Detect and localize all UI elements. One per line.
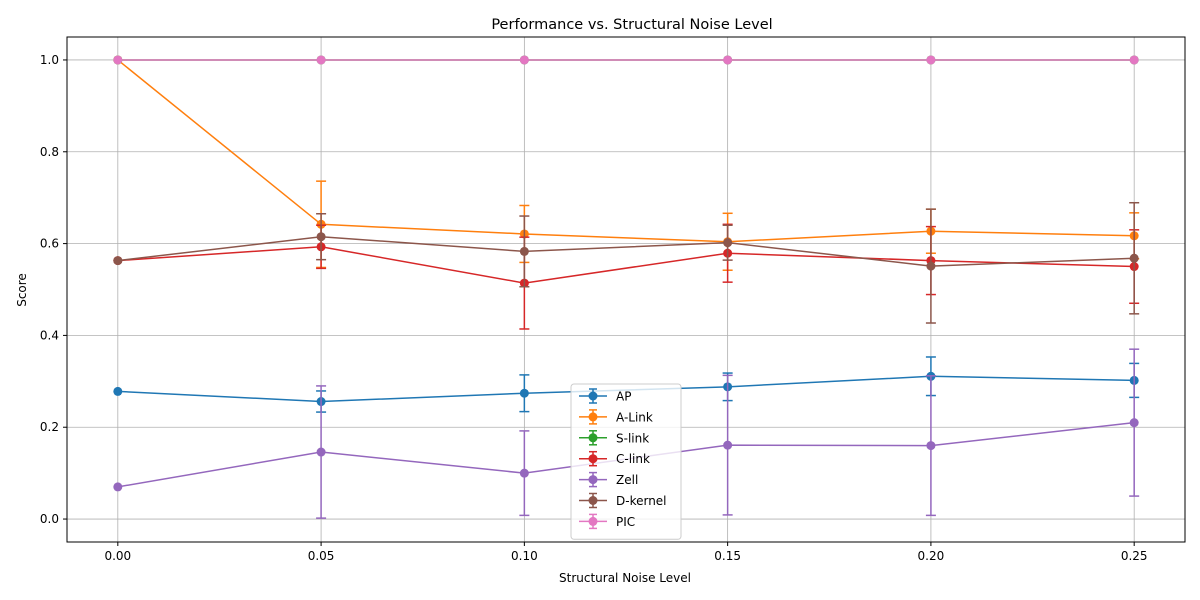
legend-label: PIC xyxy=(616,515,635,529)
legend-item: Zell xyxy=(579,471,638,488)
data-point xyxy=(519,468,529,478)
chart-title: Performance vs. Structural Noise Level xyxy=(491,17,772,33)
legend: AP A-Link S-link C-link Zell D-kernel PIC xyxy=(570,383,682,540)
data-point xyxy=(723,440,733,450)
data-point xyxy=(926,55,936,65)
x-tick-label: 0.25 xyxy=(1121,549,1148,563)
plot-frame xyxy=(66,36,1186,543)
y-tick-label: 0.2 xyxy=(40,420,59,434)
series-c-link xyxy=(113,223,1140,330)
data-point xyxy=(316,55,326,65)
legend-marker xyxy=(588,433,598,443)
legend-label: D-kernel xyxy=(616,494,667,508)
y-tick-label: 1.0 xyxy=(40,53,59,67)
legend-label: Zell xyxy=(616,473,638,487)
data-point xyxy=(316,232,326,242)
legend-item: D-kernel xyxy=(579,492,667,509)
legend-item: PIC xyxy=(579,513,635,530)
legend-marker xyxy=(588,475,598,485)
legend-label: C-link xyxy=(616,452,650,466)
series-line xyxy=(117,59,1135,243)
data-point xyxy=(113,386,123,396)
x-tick-label: 0.00 xyxy=(104,549,131,563)
legend-item: AP xyxy=(579,388,631,404)
series-d-kernel xyxy=(113,201,1140,324)
x-tick-label: 0.15 xyxy=(714,549,741,563)
data-point xyxy=(1129,418,1139,428)
y-tick-label: 0.4 xyxy=(40,328,59,342)
y-axis: 0.0 0.2 0.4 0.6 0.8 1.0 xyxy=(40,53,67,526)
series-line xyxy=(117,235,1135,267)
y-tick-label: 0.6 xyxy=(40,237,59,251)
legend-item: A-Link xyxy=(579,409,653,425)
data-point xyxy=(926,261,936,271)
data-point xyxy=(519,246,529,256)
series-zell xyxy=(113,348,1140,519)
series-line xyxy=(117,246,1135,284)
legend-label: S-link xyxy=(616,431,649,445)
data-point xyxy=(723,55,733,65)
data-point xyxy=(316,447,326,457)
x-axis-title: Structural Noise Level xyxy=(559,571,691,585)
data-point xyxy=(113,256,123,266)
x-tick-label: 0.20 xyxy=(918,549,945,563)
data-point xyxy=(113,55,123,65)
x-tick-label: 0.05 xyxy=(308,549,335,563)
legend-label: AP xyxy=(616,390,631,404)
data-point xyxy=(1129,55,1139,65)
legend-label: A-Link xyxy=(616,410,653,424)
legend-marker xyxy=(588,496,598,505)
legend-item: S-link xyxy=(579,430,649,446)
y-axis-title: Score xyxy=(15,273,29,307)
series-layer xyxy=(113,55,1140,519)
legend-marker xyxy=(588,412,598,422)
legend-item: C-link xyxy=(579,450,650,467)
data-point xyxy=(519,388,529,398)
x-axis: 0.00 0.05 0.10 0.15 0.20 0.25 xyxy=(104,542,1148,563)
legend-marker xyxy=(588,516,598,526)
legend-marker xyxy=(588,391,598,401)
data-point xyxy=(1129,253,1139,263)
data-point xyxy=(519,55,529,65)
data-point xyxy=(723,238,733,248)
data-point xyxy=(113,482,123,492)
y-tick-label: 0.0 xyxy=(40,512,59,526)
series-a-link xyxy=(113,55,1140,271)
legend-marker xyxy=(588,454,598,464)
y-tick-label: 0.8 xyxy=(40,145,59,159)
series-pic xyxy=(113,55,1139,65)
data-point xyxy=(926,441,936,451)
x-tick-label: 0.10 xyxy=(511,549,538,563)
